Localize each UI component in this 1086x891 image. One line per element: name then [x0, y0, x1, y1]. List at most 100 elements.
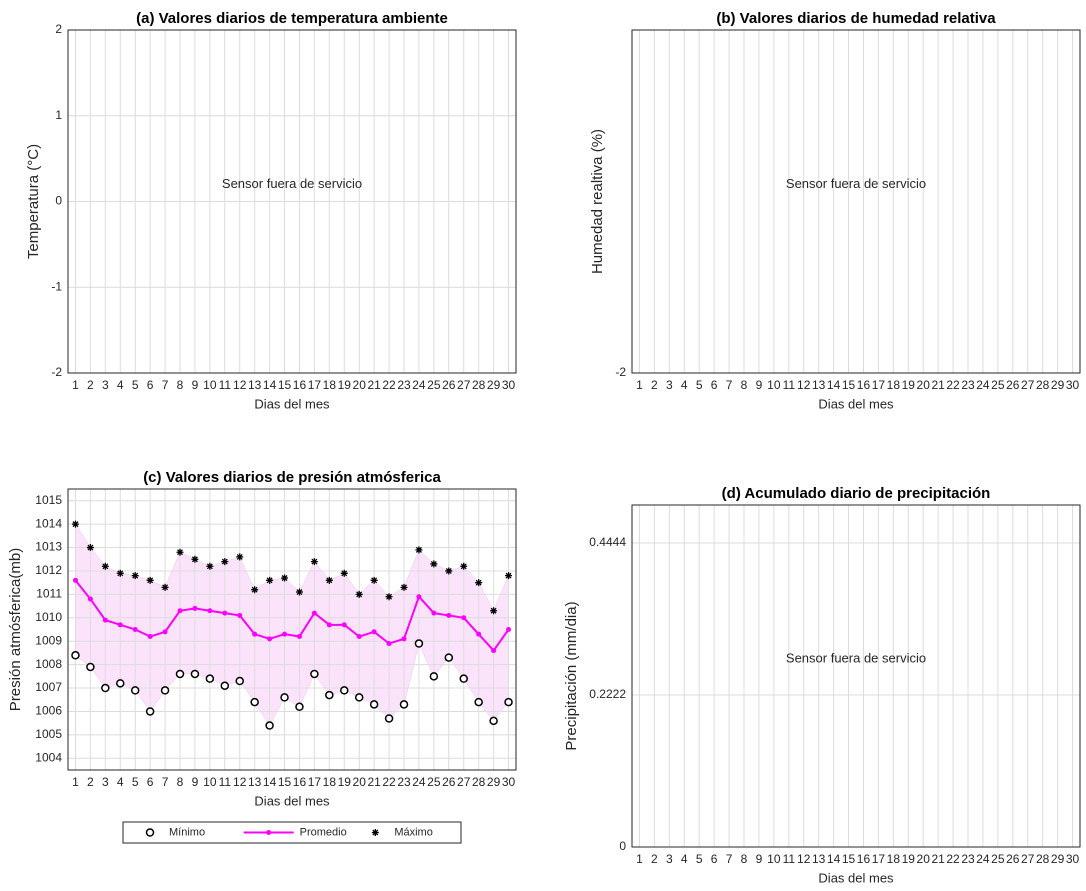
- marker-dot: [296, 634, 302, 640]
- x-tick-label: 2: [87, 378, 94, 392]
- legend-label: Promedio: [300, 826, 347, 838]
- marker-dot: [311, 610, 317, 616]
- x-tick-label: 16: [293, 775, 307, 789]
- x-tick-label: 1: [636, 378, 643, 392]
- marker-dot: [266, 830, 272, 835]
- marker-dot: [267, 636, 273, 642]
- x-tick-label: 29: [1051, 378, 1065, 392]
- marker-asterisk: [146, 576, 154, 584]
- x-tick-label: 10: [767, 852, 781, 866]
- x-tick-label: 28: [472, 775, 486, 789]
- marker-circle: [116, 679, 125, 688]
- marker-circle: [384, 714, 394, 723]
- chart-title: (a) Valores diarios de temperatura ambie…: [136, 10, 448, 27]
- marker-circle: [444, 653, 454, 662]
- y-tick-label: 1005: [35, 727, 62, 741]
- x-tick-label: 12: [797, 852, 811, 866]
- x-tick-label: 8: [177, 378, 184, 392]
- x-tick-label: 20: [917, 378, 931, 392]
- marker-dot: [416, 594, 422, 600]
- marker-asterisk: [221, 558, 229, 566]
- x-tick-label: 21: [367, 775, 381, 789]
- marker-asterisk: [505, 572, 513, 580]
- panel: 1 2 3 4 5 6 7 8 9 10 11 12 13 14 15 16 17 18 19 20 21 22 23 24 2…: [563, 485, 1081, 885]
- plot-area: [632, 505, 1080, 847]
- x-tick-label: 11: [783, 378, 796, 392]
- marker-asterisk: [281, 574, 289, 582]
- x-tick-label: 11: [783, 852, 796, 866]
- x-tick-label: 30: [502, 378, 516, 392]
- x-tick-label: 21: [931, 852, 945, 866]
- marker-circle: [160, 686, 170, 695]
- x-tick-label: 25: [991, 378, 1005, 392]
- y-tick-label: 1011: [36, 587, 62, 601]
- chart-title: (d) Acumulado diario de precipitación: [722, 485, 991, 502]
- marker-circle: [145, 828, 155, 837]
- x-tick-label: 7: [162, 775, 169, 789]
- y-tick-label: 0: [619, 839, 626, 853]
- panel: 1 2 3 4 5 6 7 8 9 10 11 12 13 14 15 16 17 18 19 20 21 22 23 24 2…: [25, 10, 517, 411]
- x-tick-label: 18: [323, 378, 337, 392]
- x-tick-label: 16: [857, 852, 871, 866]
- legend-label: Máximo: [394, 826, 433, 838]
- x-tick-label: 9: [192, 378, 199, 392]
- marker-asterisk: [430, 560, 438, 568]
- marker-circle: [205, 674, 215, 683]
- x-tick-label: 4: [117, 775, 124, 789]
- x-tick-label: 5: [132, 378, 139, 392]
- x-tick-label: 29: [487, 775, 501, 789]
- x-tick-label: 6: [147, 378, 154, 392]
- marker-asterisk: [101, 562, 109, 570]
- x-tick-label: 7: [726, 378, 733, 392]
- x-tick-label: 18: [323, 775, 337, 789]
- x-tick-label: 20: [917, 852, 931, 866]
- x-tick-label: 3: [102, 378, 109, 392]
- axes-box: [631, 29, 1081, 374]
- chart-title: (b) Valores diarios de humedad relativa: [716, 10, 996, 27]
- marker-asterisk: [176, 548, 184, 556]
- x-tick-label: 5: [696, 852, 703, 866]
- x-tick-label: 14: [263, 378, 277, 392]
- x-tick-label: 21: [367, 378, 381, 392]
- x-tick-label: 14: [263, 775, 277, 789]
- x-tick-label: 1: [636, 852, 643, 866]
- marker-asterisk: [490, 607, 498, 615]
- x-tick-label: 16: [857, 378, 871, 392]
- x-tick-label: 30: [1066, 378, 1080, 392]
- x-tick-label: 9: [756, 852, 763, 866]
- x-tick-label: 18: [887, 852, 901, 866]
- x-tick-label: 25: [991, 852, 1005, 866]
- x-tick-label: 29: [487, 378, 501, 392]
- x-tick-label: 27: [457, 775, 471, 789]
- marker-asterisk: [86, 544, 94, 552]
- x-tick-label: 29: [1051, 852, 1065, 866]
- x-tick-label: 7: [162, 378, 169, 392]
- marker-circle: [310, 669, 319, 679]
- marker-dot: [222, 610, 228, 616]
- marker-dot: [446, 612, 452, 618]
- x-tick-label: 12: [797, 378, 811, 392]
- x-tick-label: 25: [427, 775, 441, 789]
- x-tick-label: 1: [72, 775, 79, 789]
- x-tick-label: 26: [442, 378, 456, 392]
- x-tick-label: 14: [827, 852, 841, 866]
- x-tick-label: 11: [219, 775, 232, 789]
- x-tick-label: 9: [756, 378, 763, 392]
- marker-dot: [506, 627, 512, 632]
- marker-circle: [414, 639, 424, 648]
- marker-circle: [220, 681, 230, 690]
- x-tick-label: 22: [946, 378, 960, 392]
- marker-circle: [429, 672, 439, 681]
- marker-circle: [474, 697, 483, 707]
- marker-circle: [459, 674, 468, 683]
- marker-asterisk: [310, 558, 318, 566]
- x-tick-label: 25: [427, 378, 441, 392]
- x-tick-label: 3: [102, 775, 109, 789]
- marker-dot: [431, 610, 437, 616]
- x-tick-label: 30: [1066, 852, 1080, 866]
- x-tick-label: 15: [842, 852, 856, 866]
- x-tick-label: 6: [711, 852, 718, 866]
- x-tick-label: 15: [278, 775, 292, 789]
- marker-circle: [190, 669, 200, 679]
- x-tick-label: 17: [872, 378, 886, 392]
